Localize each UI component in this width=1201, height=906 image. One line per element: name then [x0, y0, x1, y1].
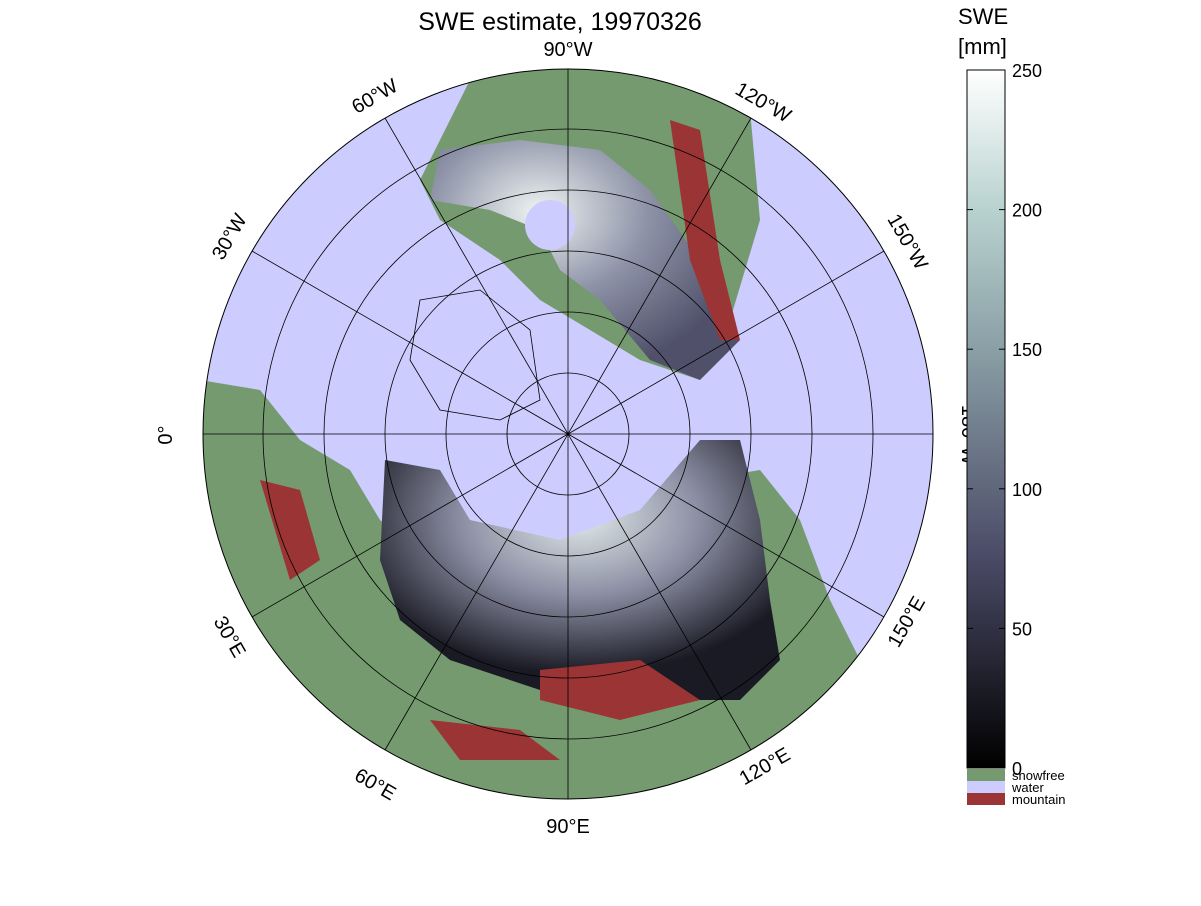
colorbar-axis: SWE [mm] 0 50 100 150 200 250 snowfreewatermount…	[958, 4, 1065, 807]
category-swatch	[967, 769, 1005, 781]
category-swatch	[967, 793, 1005, 805]
category-swatch	[967, 781, 1005, 793]
longitude-label: 60°E	[351, 764, 400, 805]
tick-label: 200	[1012, 201, 1042, 221]
longitude-label: 30°E	[209, 613, 250, 662]
longitude-label: 60°W	[348, 75, 402, 119]
tick-label: 100	[1012, 480, 1042, 500]
tick-label: 150	[1012, 340, 1042, 360]
colorbar	[966, 69, 1006, 769]
category-label: snowfree	[1012, 768, 1065, 783]
tick-label: 0	[1012, 759, 1022, 779]
longitude-label: 30°W	[208, 210, 252, 264]
tick-label: 250	[1012, 61, 1042, 81]
category-label: water	[1011, 780, 1044, 795]
colorbar-title: SWE	[958, 4, 1008, 29]
category-label: mountain	[1012, 792, 1065, 807]
map	[203, 69, 933, 799]
title: SWE estimate, 19970326	[418, 8, 702, 36]
colorbar-title: [mm]	[958, 34, 1007, 59]
longitude-label: 90°W	[543, 39, 592, 61]
longitude-label: 90°E	[546, 816, 590, 838]
tick-label: 50	[1012, 619, 1032, 639]
longitude-label: 0°	[155, 425, 177, 444]
